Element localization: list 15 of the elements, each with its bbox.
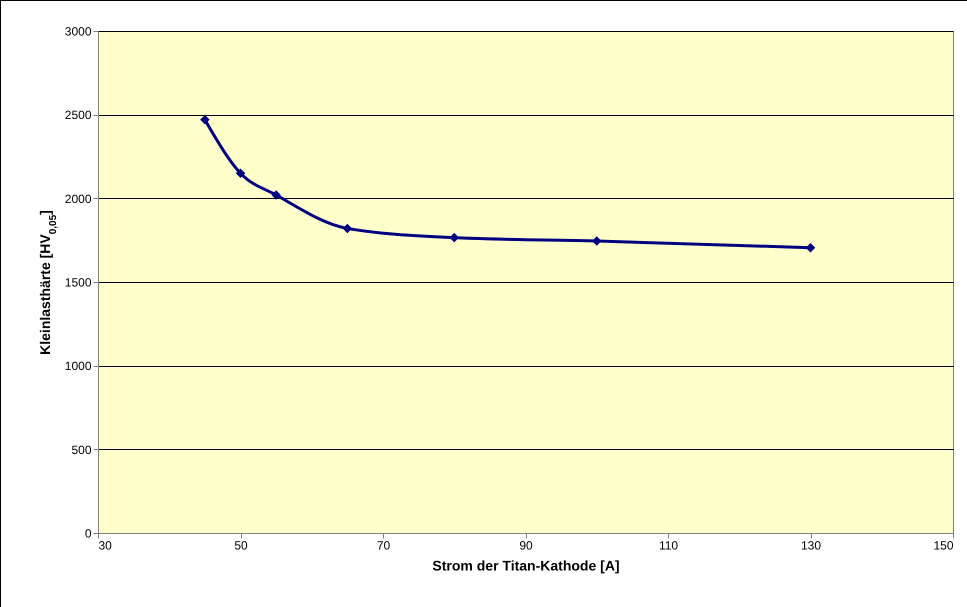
y-tick-label: 1000 bbox=[64, 359, 92, 374]
y-tick-label: 1500 bbox=[64, 276, 92, 290]
x-tick-label: 110 bbox=[658, 538, 678, 552]
x-tick-label: 150 bbox=[933, 538, 954, 552]
x-tick-label: 90 bbox=[519, 538, 533, 552]
x-axis-title: Strom der Titan-Kathode [A] bbox=[432, 558, 620, 574]
x-tick-label: 70 bbox=[376, 538, 390, 552]
x-tick-label: 50 bbox=[234, 538, 248, 552]
x-tick-label: 130 bbox=[800, 538, 822, 552]
y-tick-label: 500 bbox=[71, 442, 92, 457]
y-tick-label: 2500 bbox=[64, 108, 92, 122]
y-tick-label: 0 bbox=[84, 526, 92, 540]
y-tick-label: 3000 bbox=[64, 24, 92, 38]
y-tick-label: 2000 bbox=[64, 192, 92, 206]
x-tick-label: 30 bbox=[98, 538, 112, 552]
